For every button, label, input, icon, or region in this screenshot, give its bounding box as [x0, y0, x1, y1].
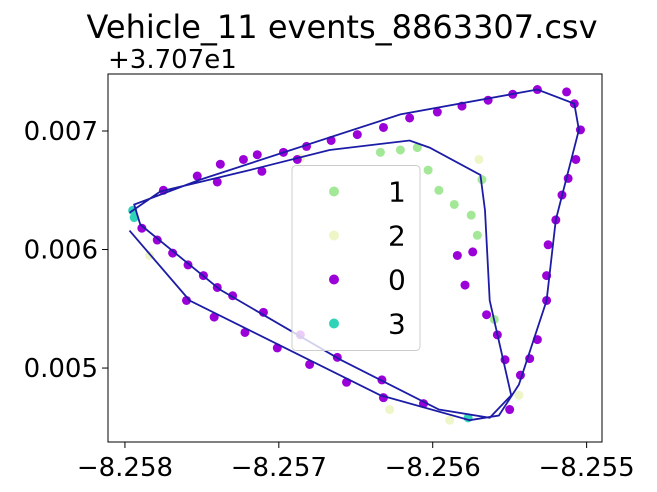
- legend-marker: [329, 274, 339, 285]
- legend-label: 1: [388, 176, 406, 209]
- y-tick-label: 0.005: [24, 354, 98, 384]
- y-tick-label: 0.006: [24, 236, 98, 266]
- scatter-point: [449, 199, 459, 209]
- scatter-point: [192, 171, 202, 181]
- scatter-point: [129, 213, 139, 223]
- y-tick-label: 0.007: [24, 117, 98, 147]
- scatter-point: [405, 113, 415, 123]
- scatter-point: [215, 159, 225, 169]
- scatter-point: [543, 240, 553, 250]
- axis-offset-label: +3.707e1: [108, 45, 237, 75]
- x-tick-label: −8.258: [77, 453, 173, 483]
- x-tick-label: −8.257: [231, 453, 327, 483]
- trajectory-line: [128, 88, 580, 422]
- scatter-point: [472, 230, 482, 240]
- x-tick-label: −8.256: [385, 453, 481, 483]
- scatter-point: [395, 145, 405, 155]
- scatter-point: [238, 154, 248, 164]
- scatter-point: [505, 405, 515, 415]
- scatter-point: [152, 235, 162, 245]
- scatter-point: [257, 166, 267, 176]
- legend-label: 2: [388, 220, 406, 253]
- legend-marker: [329, 230, 339, 241]
- scatter-point: [378, 122, 388, 132]
- scatter-point: [466, 210, 476, 220]
- scatter-point: [240, 327, 250, 337]
- scatter-point: [571, 154, 581, 164]
- scatter-point: [375, 147, 385, 157]
- x-tick-label: −8.255: [539, 453, 635, 483]
- scatter-point: [445, 415, 455, 425]
- legend-marker: [329, 318, 339, 329]
- scatter-point: [212, 177, 222, 187]
- legend-marker: [329, 186, 339, 197]
- scatter-point: [514, 390, 524, 400]
- scatter-point: [168, 248, 178, 258]
- scatter-point: [434, 185, 444, 195]
- plot-frame: [107, 73, 603, 443]
- scatter-point: [252, 150, 262, 160]
- scatter-point: [460, 280, 470, 290]
- scatter-point: [452, 250, 462, 260]
- scatter-point: [423, 165, 433, 175]
- scatter-point: [474, 154, 484, 164]
- scatter-point: [477, 175, 487, 185]
- legend-box: [291, 165, 421, 351]
- scatter-point: [468, 247, 478, 257]
- scatter-point: [137, 223, 147, 233]
- scatter-point: [482, 310, 492, 320]
- scatter-point: [562, 87, 572, 97]
- scatter-point: [352, 130, 362, 140]
- legend-label: 3: [388, 308, 406, 341]
- scatter-point: [385, 405, 395, 415]
- scatter-point: [412, 143, 422, 153]
- scatter-point: [432, 107, 442, 117]
- legend-label: 0: [388, 264, 406, 297]
- chart-title: Vehicle_11 events_8863307.csv: [86, 8, 597, 46]
